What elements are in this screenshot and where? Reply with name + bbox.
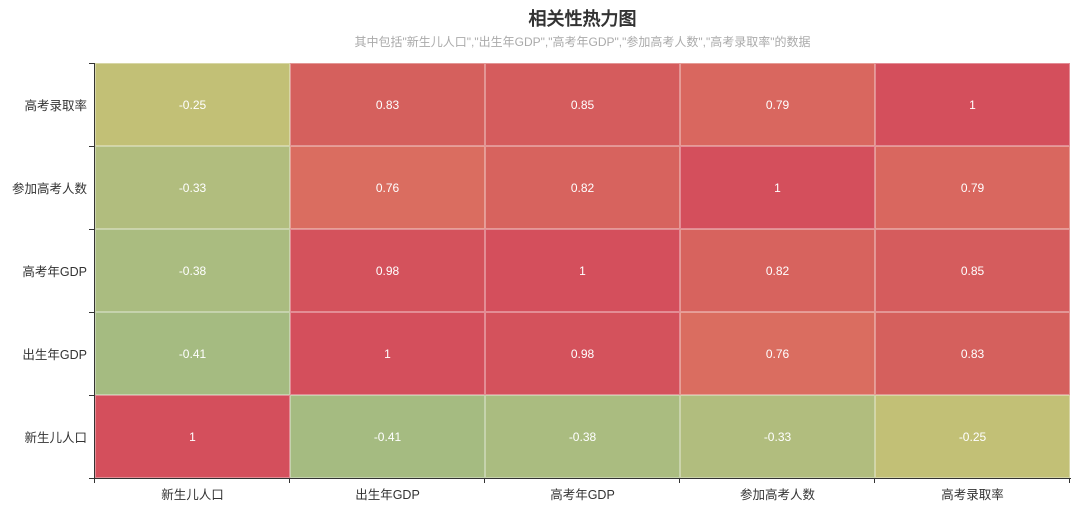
heatmap-cell[interactable]: -0.25	[95, 63, 290, 146]
heatmap-cell[interactable]: -0.25	[875, 395, 1070, 478]
heatmap-cell[interactable]: 0.79	[680, 63, 875, 146]
heatmap-cell[interactable]: 1	[485, 229, 680, 312]
heatmap-cell[interactable]: 0.98	[485, 312, 680, 395]
heatmap-cell[interactable]: 0.76	[290, 146, 485, 229]
y-axis-labels: 高考录取率参加高考人数高考年GDP 出生年GDP 新生儿人口	[0, 63, 87, 478]
y-axis-tick	[89, 478, 94, 479]
y-axis-tick	[89, 63, 94, 64]
heatmap-cell[interactable]: 0.83	[290, 63, 485, 146]
x-axis-label: 参加高考人数	[739, 488, 815, 502]
y-axis-label: 新生儿人口	[24, 431, 87, 445]
x-axis-label: 高考录取率	[941, 488, 1004, 502]
x-axis-tick	[289, 478, 290, 483]
heatmap-cell[interactable]: -0.41	[95, 312, 290, 395]
heatmap-cell[interactable]: -0.33	[95, 146, 290, 229]
heatmap-cell[interactable]: 0.85	[485, 63, 680, 146]
heatmap-cell[interactable]: -0.33	[680, 395, 875, 478]
x-axis-tick	[484, 478, 485, 483]
y-axis-tick	[89, 395, 94, 396]
heatmap-cell[interactable]: 1	[95, 395, 290, 478]
y-axis-tick	[89, 146, 94, 147]
heatmap-cell[interactable]: 0.76	[680, 312, 875, 395]
x-axis-tick	[874, 478, 875, 483]
y-axis-tick	[89, 312, 94, 313]
chart-subtitle: 其中包括"新生儿人口","出生年GDP","高考年GDP","参加高考人数","…	[354, 35, 811, 49]
y-axis-label: 高考年GDP	[22, 265, 87, 279]
x-axis-tick	[679, 478, 680, 483]
heatmap-cell[interactable]: 1	[290, 312, 485, 395]
chart-title: 相关性热力图	[528, 9, 637, 29]
x-axis-label: 出生年GDP	[355, 488, 420, 502]
x-axis-label: 新生儿人口	[161, 488, 224, 502]
heatmap-cell[interactable]: 0.85	[875, 229, 1070, 312]
x-axis-labels: 新生儿人口 出生年GDP 高考年GDP 参加高考人数 高考录取率	[95, 484, 1070, 503]
heatmap-cell[interactable]: 0.98	[290, 229, 485, 312]
y-axis-label: 出生年GDP	[22, 348, 87, 362]
heatmap-cell[interactable]: 0.82	[680, 229, 875, 312]
y-axis-line	[94, 63, 95, 479]
heatmap-cell[interactable]: 1	[680, 146, 875, 229]
y-axis-label: 高考录取率	[24, 99, 87, 113]
heatmap-cell[interactable]: 0.79	[875, 146, 1070, 229]
heatmap-cell[interactable]: 0.82	[485, 146, 680, 229]
heatmap-cell[interactable]: -0.38	[95, 229, 290, 312]
heatmap-cell[interactable]: 1	[875, 63, 1070, 146]
y-axis-tick	[89, 229, 94, 230]
y-axis-label: 参加高考人数	[11, 182, 87, 196]
x-axis-tick	[1069, 478, 1070, 483]
heatmap-cell[interactable]: 0.83	[875, 312, 1070, 395]
heatmap-cell[interactable]: -0.38	[485, 395, 680, 478]
x-axis-label: 高考年GDP	[550, 488, 615, 502]
x-axis-line	[94, 478, 1071, 479]
heatmap-cell[interactable]: -0.41	[290, 395, 485, 478]
x-axis-tick	[94, 478, 95, 483]
heatmap-grid: -0.25 0.83 0.85 0.79 1 -0.33 0.76 0.82 1 0.79 -0.3…	[95, 63, 1070, 478]
